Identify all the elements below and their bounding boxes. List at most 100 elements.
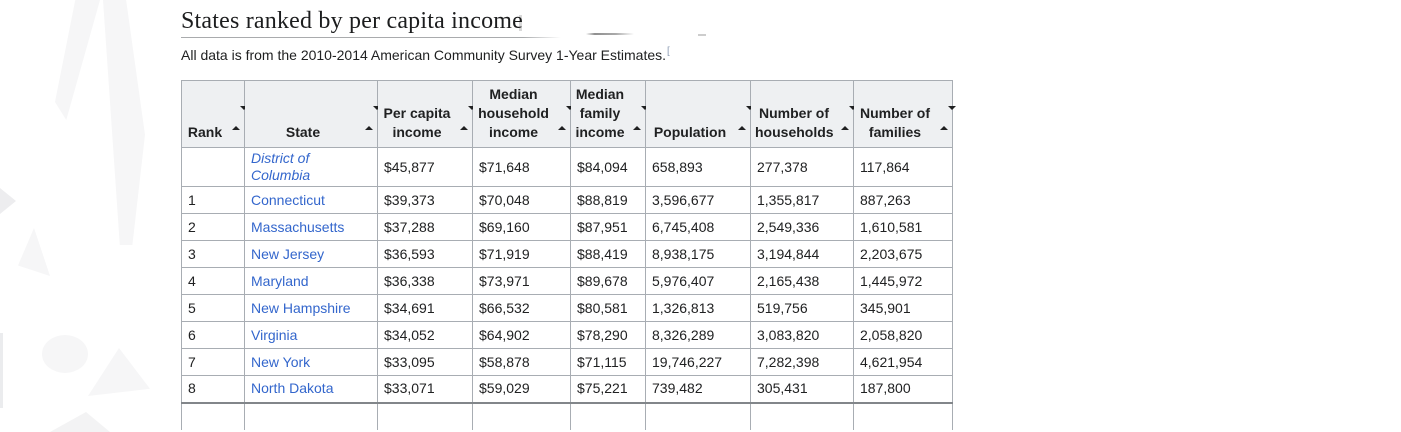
cell-rank xyxy=(181,147,245,187)
table-header: Rank State Per capita income Median househo… xyxy=(181,80,956,148)
cell-per_capita_income: $34,691 xyxy=(377,294,473,322)
sort-icon[interactable] xyxy=(633,106,649,130)
cell-cut-off xyxy=(853,401,953,430)
state-link[interactable]: District of Columbia xyxy=(251,150,311,183)
background-watermark xyxy=(103,0,145,245)
background-watermark xyxy=(0,188,16,214)
state-link[interactable]: New Hampshire xyxy=(251,299,351,316)
cell-population: 1,326,813 xyxy=(645,294,751,322)
cell-median_family_income: $88,419 xyxy=(570,240,646,268)
cell-number_of_households: 2,549,336 xyxy=(750,213,854,241)
sort-icon[interactable] xyxy=(232,106,248,130)
cell-median_household_income: $73,971 xyxy=(472,267,571,295)
cell-number_of_households: 305,431 xyxy=(750,375,854,403)
cell-number_of_households: 7,282,398 xyxy=(750,348,854,376)
cell-median_family_income: $88,819 xyxy=(570,186,646,214)
cell-number_of_households: 2,165,438 xyxy=(750,267,854,295)
cell-per_capita_income: $39,373 xyxy=(377,186,473,214)
cell-median_family_income: $75,221 xyxy=(570,375,646,403)
state-link[interactable]: Connecticut xyxy=(251,191,325,208)
table-row: 2 Massachusetts $37,288 $69,160 $87,951 6,745… xyxy=(181,213,953,241)
cell-median_family_income: $71,115 xyxy=(570,348,646,376)
cell-state: Connecticut xyxy=(244,186,378,214)
cell-median_household_income: $64,902 xyxy=(472,321,571,349)
state-link[interactable]: North Dakota xyxy=(251,380,334,397)
footnote-marker[interactable]: [ xyxy=(667,46,670,58)
table-row: 1 Connecticut $39,373 $70,048 $88,819 3,596,6… xyxy=(181,186,953,214)
column-header-median_household_income[interactable]: Median household income xyxy=(472,80,574,148)
column-header-number_of_families[interactable]: Number of families xyxy=(853,80,956,148)
cell-number_of_households: 1,355,817 xyxy=(750,186,854,214)
cell-rank: 4 xyxy=(181,267,245,295)
cell-state: New Jersey xyxy=(244,240,378,268)
table-row-cut-off xyxy=(181,401,953,430)
sort-icon[interactable] xyxy=(940,106,956,130)
cell-median_household_income: $58,878 xyxy=(472,348,571,376)
cell-median_family_income: $80,581 xyxy=(570,294,646,322)
cell-per_capita_income: $33,071 xyxy=(377,375,473,403)
cell-population: 19,746,227 xyxy=(645,348,751,376)
cell-rank: 7 xyxy=(181,348,245,376)
cell-per_capita_income: $34,052 xyxy=(377,321,473,349)
state-link[interactable]: New Jersey xyxy=(251,245,325,262)
cell-median_household_income: $69,160 xyxy=(472,213,571,241)
cell-number_of_families: 1,445,972 xyxy=(853,267,953,295)
cell-median_family_income: $87,951 xyxy=(570,213,646,241)
column-header-rank[interactable]: Rank xyxy=(181,80,248,148)
column-header-number_of_households[interactable]: Number of households xyxy=(750,80,857,148)
sort-icon[interactable] xyxy=(558,106,574,130)
cell-cut-off xyxy=(472,401,571,430)
state-link[interactable]: Massachusetts xyxy=(251,218,345,235)
cell-cut-off xyxy=(750,401,854,430)
cell-state: Maryland xyxy=(244,267,378,295)
cell-state: New Hampshire xyxy=(244,294,378,322)
cell-per_capita_income: $36,338 xyxy=(377,267,473,295)
cell-rank: 3 xyxy=(181,240,245,268)
cell-population: 739,482 xyxy=(645,375,751,403)
cell-number_of_households: 519,756 xyxy=(750,294,854,322)
cell-median_family_income: $89,678 xyxy=(570,267,646,295)
cell-per_capita_income: $36,593 xyxy=(377,240,473,268)
table-row: 3 New Jersey $36,593 $71,919 $88,419 8,938,17… xyxy=(181,240,953,268)
sort-icon[interactable] xyxy=(841,106,857,130)
sort-icon[interactable] xyxy=(365,106,381,130)
table-row: 6 Virginia $34,052 $64,902 $78,290 8,326,289 3… xyxy=(181,321,953,349)
column-header-label: Number of households xyxy=(755,105,834,140)
cell-rank: 1 xyxy=(181,186,245,214)
table-row: District of Columbia $45,877 $71,648 $84,09… xyxy=(181,147,953,187)
subtitle-text: All data is from the 2010-2014 American … xyxy=(181,47,667,63)
cell-cut-off xyxy=(244,401,378,430)
table-row: 8 North Dakota $33,071 $59,029 $75,221 739,48… xyxy=(181,375,953,403)
cell-median_household_income: $71,648 xyxy=(472,147,571,187)
column-header-population[interactable]: Population xyxy=(645,80,754,148)
per-capita-income-table: Rank State Per capita income Median househo… xyxy=(181,80,956,430)
cell-rank: 5 xyxy=(181,294,245,322)
sort-icon[interactable] xyxy=(460,106,476,130)
state-link[interactable]: New York xyxy=(251,353,311,370)
page-title: States ranked by per capita income xyxy=(181,8,524,34)
article-section: States ranked by per capita income All d… xyxy=(181,0,956,430)
cell-rank: 8 xyxy=(181,375,245,403)
table-row: 7 New York $33,095 $58,878 $71,115 19,746,227… xyxy=(181,348,953,376)
cell-number_of_families: 4,621,954 xyxy=(853,348,953,376)
cell-state: New York xyxy=(244,348,378,376)
column-header-per_capita_income[interactable]: Per capita income xyxy=(377,80,476,148)
state-link[interactable]: Virginia xyxy=(251,326,298,343)
cell-number_of_families: 887,263 xyxy=(853,186,953,214)
cell-state: Massachusetts xyxy=(244,213,378,241)
table-header-row: Rank State Per capita income Median househo… xyxy=(181,80,956,148)
cell-median_household_income: $66,532 xyxy=(472,294,571,322)
table-row: 4 Maryland $36,338 $73,971 $89,678 5,976,407 2… xyxy=(181,267,953,295)
state-link[interactable]: Maryland xyxy=(251,272,309,289)
cell-number_of_families: 1,610,581 xyxy=(853,213,953,241)
cell-number_of_families: 2,203,675 xyxy=(853,240,953,268)
column-header-median_family_income[interactable]: Median family income xyxy=(570,80,649,148)
column-header-label: Median family income xyxy=(575,86,625,140)
cell-per_capita_income: $45,877 xyxy=(377,147,473,187)
cell-population: 8,938,175 xyxy=(645,240,751,268)
column-header-state[interactable]: State xyxy=(244,80,381,148)
cell-number_of_households: 3,083,820 xyxy=(750,321,854,349)
sort-icon[interactable] xyxy=(738,106,754,130)
cell-state: North Dakota xyxy=(244,375,378,403)
column-header-label: Population xyxy=(653,124,727,140)
